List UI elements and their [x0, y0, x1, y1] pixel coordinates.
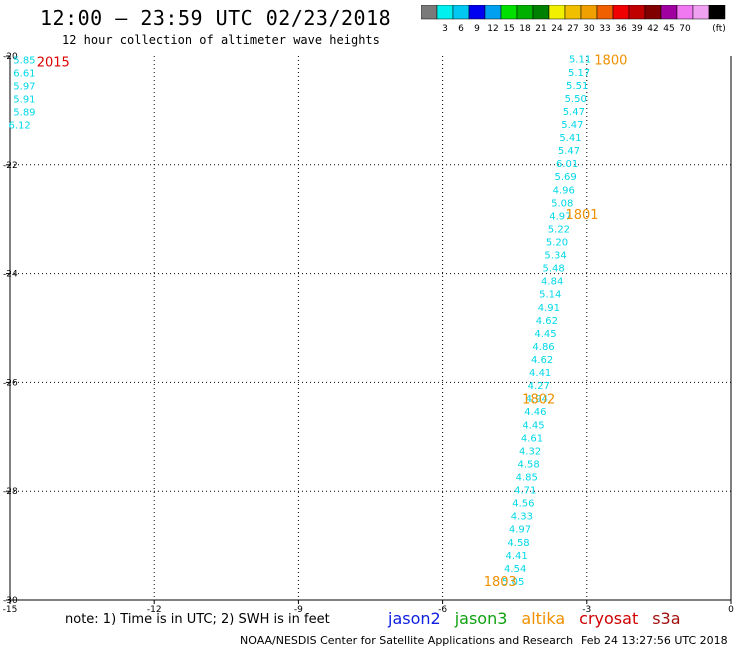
legend-item-cryosat: cryosat	[579, 609, 639, 628]
y-tick-label: -30	[3, 596, 18, 606]
legend-item-jason2: jason2	[388, 609, 441, 628]
wave-height-label: 4.41	[505, 551, 527, 562]
legend-item-s3a: s3a	[652, 609, 681, 628]
wave-height-label: 5.85	[13, 55, 35, 66]
pass-time-label: 1801	[565, 208, 598, 223]
wave-height-label: 4.54	[504, 564, 526, 575]
wave-height-label: 5.41	[559, 133, 581, 144]
wave-height-label: 5.22	[548, 224, 570, 235]
page-title: 12:00 – 23:59 UTC 02/23/2018	[40, 6, 392, 30]
y-tick-label: -24	[3, 270, 18, 280]
wave-height-label: 4.41	[529, 368, 551, 379]
generated-timestamp: Feb 24 13:27:56 UTC 2018	[581, 634, 728, 647]
wave-height-label: 4.62	[531, 355, 553, 366]
wave-height-label: 5.47	[558, 146, 580, 157]
satellite-legend: jason2 jason3 altika cryosat s3a	[388, 609, 695, 628]
y-tick-label: -22	[3, 161, 18, 171]
x-tick-label: -12	[147, 605, 162, 615]
color-scale-label: 9	[474, 24, 480, 34]
color-scale-label: 36	[615, 24, 627, 34]
color-scale-label: 42	[647, 24, 658, 34]
wave-height-label: 4.58	[507, 538, 529, 549]
wave-height-label: 5.91	[13, 94, 35, 105]
color-swatch	[708, 5, 726, 20]
axis-frame	[6, 55, 732, 604]
legend-item-altika: altika	[521, 609, 566, 628]
wave-height-chart: -15 -12 -9 -6 -3 0-20-22-24-26-28-30 5.856.61…	[3, 52, 734, 615]
page-subtitle: 12 hour collection of altimeter wave hei…	[62, 33, 380, 47]
wave-height-label: 4.86	[532, 342, 554, 353]
wave-height-label: 5.20	[546, 238, 568, 249]
pass-time-label: 1800	[594, 53, 627, 68]
color-scale-label: 18	[519, 24, 531, 34]
x-tick-label: 0	[728, 605, 734, 615]
wave-height-label: 5.11	[569, 55, 591, 66]
color-scale-label: 12	[487, 24, 498, 34]
wave-height-label: 5.50	[565, 94, 587, 105]
wave-height-label: 4.32	[519, 446, 541, 457]
wave-height-label: 4.97	[509, 525, 531, 536]
wave-height-label: 4.33	[511, 512, 533, 523]
wave-height-label: 4.46	[524, 407, 546, 418]
wave-height-label: 4.85	[516, 473, 538, 484]
wave-height-label: 5.48	[543, 264, 565, 275]
credit-line: NOAA/NESDIS Center for Satellite Applica…	[240, 634, 574, 647]
wave-height-label: 4.91	[538, 303, 560, 314]
pass-time-label: 2015	[37, 55, 70, 70]
wave-height-label: 4.62	[536, 316, 558, 327]
x-tick-label: -6	[438, 605, 447, 615]
wave-height-label: 5.17	[568, 68, 590, 79]
wave-height-label: 4.58	[518, 459, 540, 470]
wave-height-label: 4.71	[514, 486, 536, 497]
wave-height-label: 4.96	[553, 185, 575, 196]
wave-height-label: 5.08	[551, 198, 573, 209]
color-scale-label: 45	[663, 24, 674, 34]
wave-height-label: 5.51	[566, 81, 588, 92]
wave-height-label: 5.89	[13, 107, 35, 118]
wave-height-label: 4.94	[526, 394, 548, 405]
y-tick-label: -28	[3, 487, 18, 497]
y-tick-label: -26	[3, 378, 18, 388]
wave-height-label: 4.27	[528, 381, 550, 392]
wave-height-label: 4.84	[541, 277, 563, 288]
tick-labels: -15 -12 -9 -6 -3 0-20-22-24-26-28-30	[3, 52, 734, 615]
wave-height-label: 4.45	[534, 329, 556, 340]
grid-lines	[10, 56, 731, 600]
data-labels: 5.85 6.61 5.97 5.91 5.89 6.12 2015 5.11 5.17 5.51…	[8, 53, 627, 590]
wave-height-label: 5.97	[13, 81, 35, 92]
wave-height-label: 5.47	[561, 120, 583, 131]
color-scale-label: 27	[567, 24, 578, 34]
color-scale-label: 21	[535, 24, 546, 34]
x-tick-label: -9	[294, 605, 303, 615]
wave-height-label: 6.01	[556, 159, 578, 170]
color-scale-label: 24	[551, 24, 563, 34]
pass-time-label: 1802	[522, 393, 555, 408]
wave-height-label: 4.61	[521, 433, 543, 444]
wave-height-label: 6.61	[13, 68, 35, 79]
wave-height-label: 5.05	[502, 577, 524, 588]
legend-item-jason3: jason3	[454, 609, 508, 628]
wave-height-label: 4.45	[522, 420, 544, 431]
color-scale-bar: 3 6 9 12 15 18 21 24 27 30 33 36 39 42 45 70 (ft)	[421, 5, 726, 34]
wave-height-label: 5.34	[544, 251, 566, 262]
wave-height-label: 5.69	[555, 172, 577, 183]
color-scale-label: 3	[442, 24, 448, 34]
wave-height-label: 5.47	[563, 107, 585, 118]
color-scale-label: 30	[583, 24, 595, 34]
color-scale-label: 15	[503, 24, 514, 34]
x-tick-label: -3	[582, 605, 591, 615]
wave-height-label: 4.56	[512, 499, 534, 510]
wave-height-label: 6.12	[8, 121, 30, 132]
y-tick-label: -20	[3, 52, 18, 62]
x-tick-label: -15	[3, 605, 18, 615]
footnote: note: 1) Time is in UTC; 2) SWH is in fe…	[65, 612, 330, 627]
color-scale-label: 70	[679, 24, 691, 34]
color-scale-label: 33	[599, 24, 610, 34]
wave-height-label: 4.97	[549, 211, 571, 222]
color-scale-label: 6	[458, 24, 464, 34]
color-scale-unit: (ft)	[712, 24, 726, 34]
wave-height-label: 5.14	[539, 290, 561, 301]
color-scale-label: 39	[631, 24, 643, 34]
pass-time-label: 1803	[484, 575, 517, 590]
